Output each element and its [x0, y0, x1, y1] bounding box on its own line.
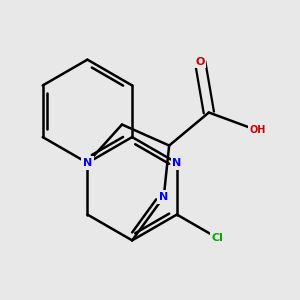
Text: Cl: Cl — [211, 233, 223, 243]
Text: O: O — [195, 57, 205, 67]
Text: Cl: Cl — [211, 233, 223, 243]
Text: N: N — [83, 158, 92, 168]
Text: N: N — [172, 158, 182, 168]
Text: N: N — [83, 158, 92, 168]
Text: OH: OH — [249, 125, 266, 135]
Text: N: N — [159, 192, 168, 202]
Text: O: O — [253, 125, 262, 135]
Text: N: N — [159, 192, 168, 202]
Text: N: N — [172, 158, 182, 168]
Text: O: O — [195, 57, 205, 67]
